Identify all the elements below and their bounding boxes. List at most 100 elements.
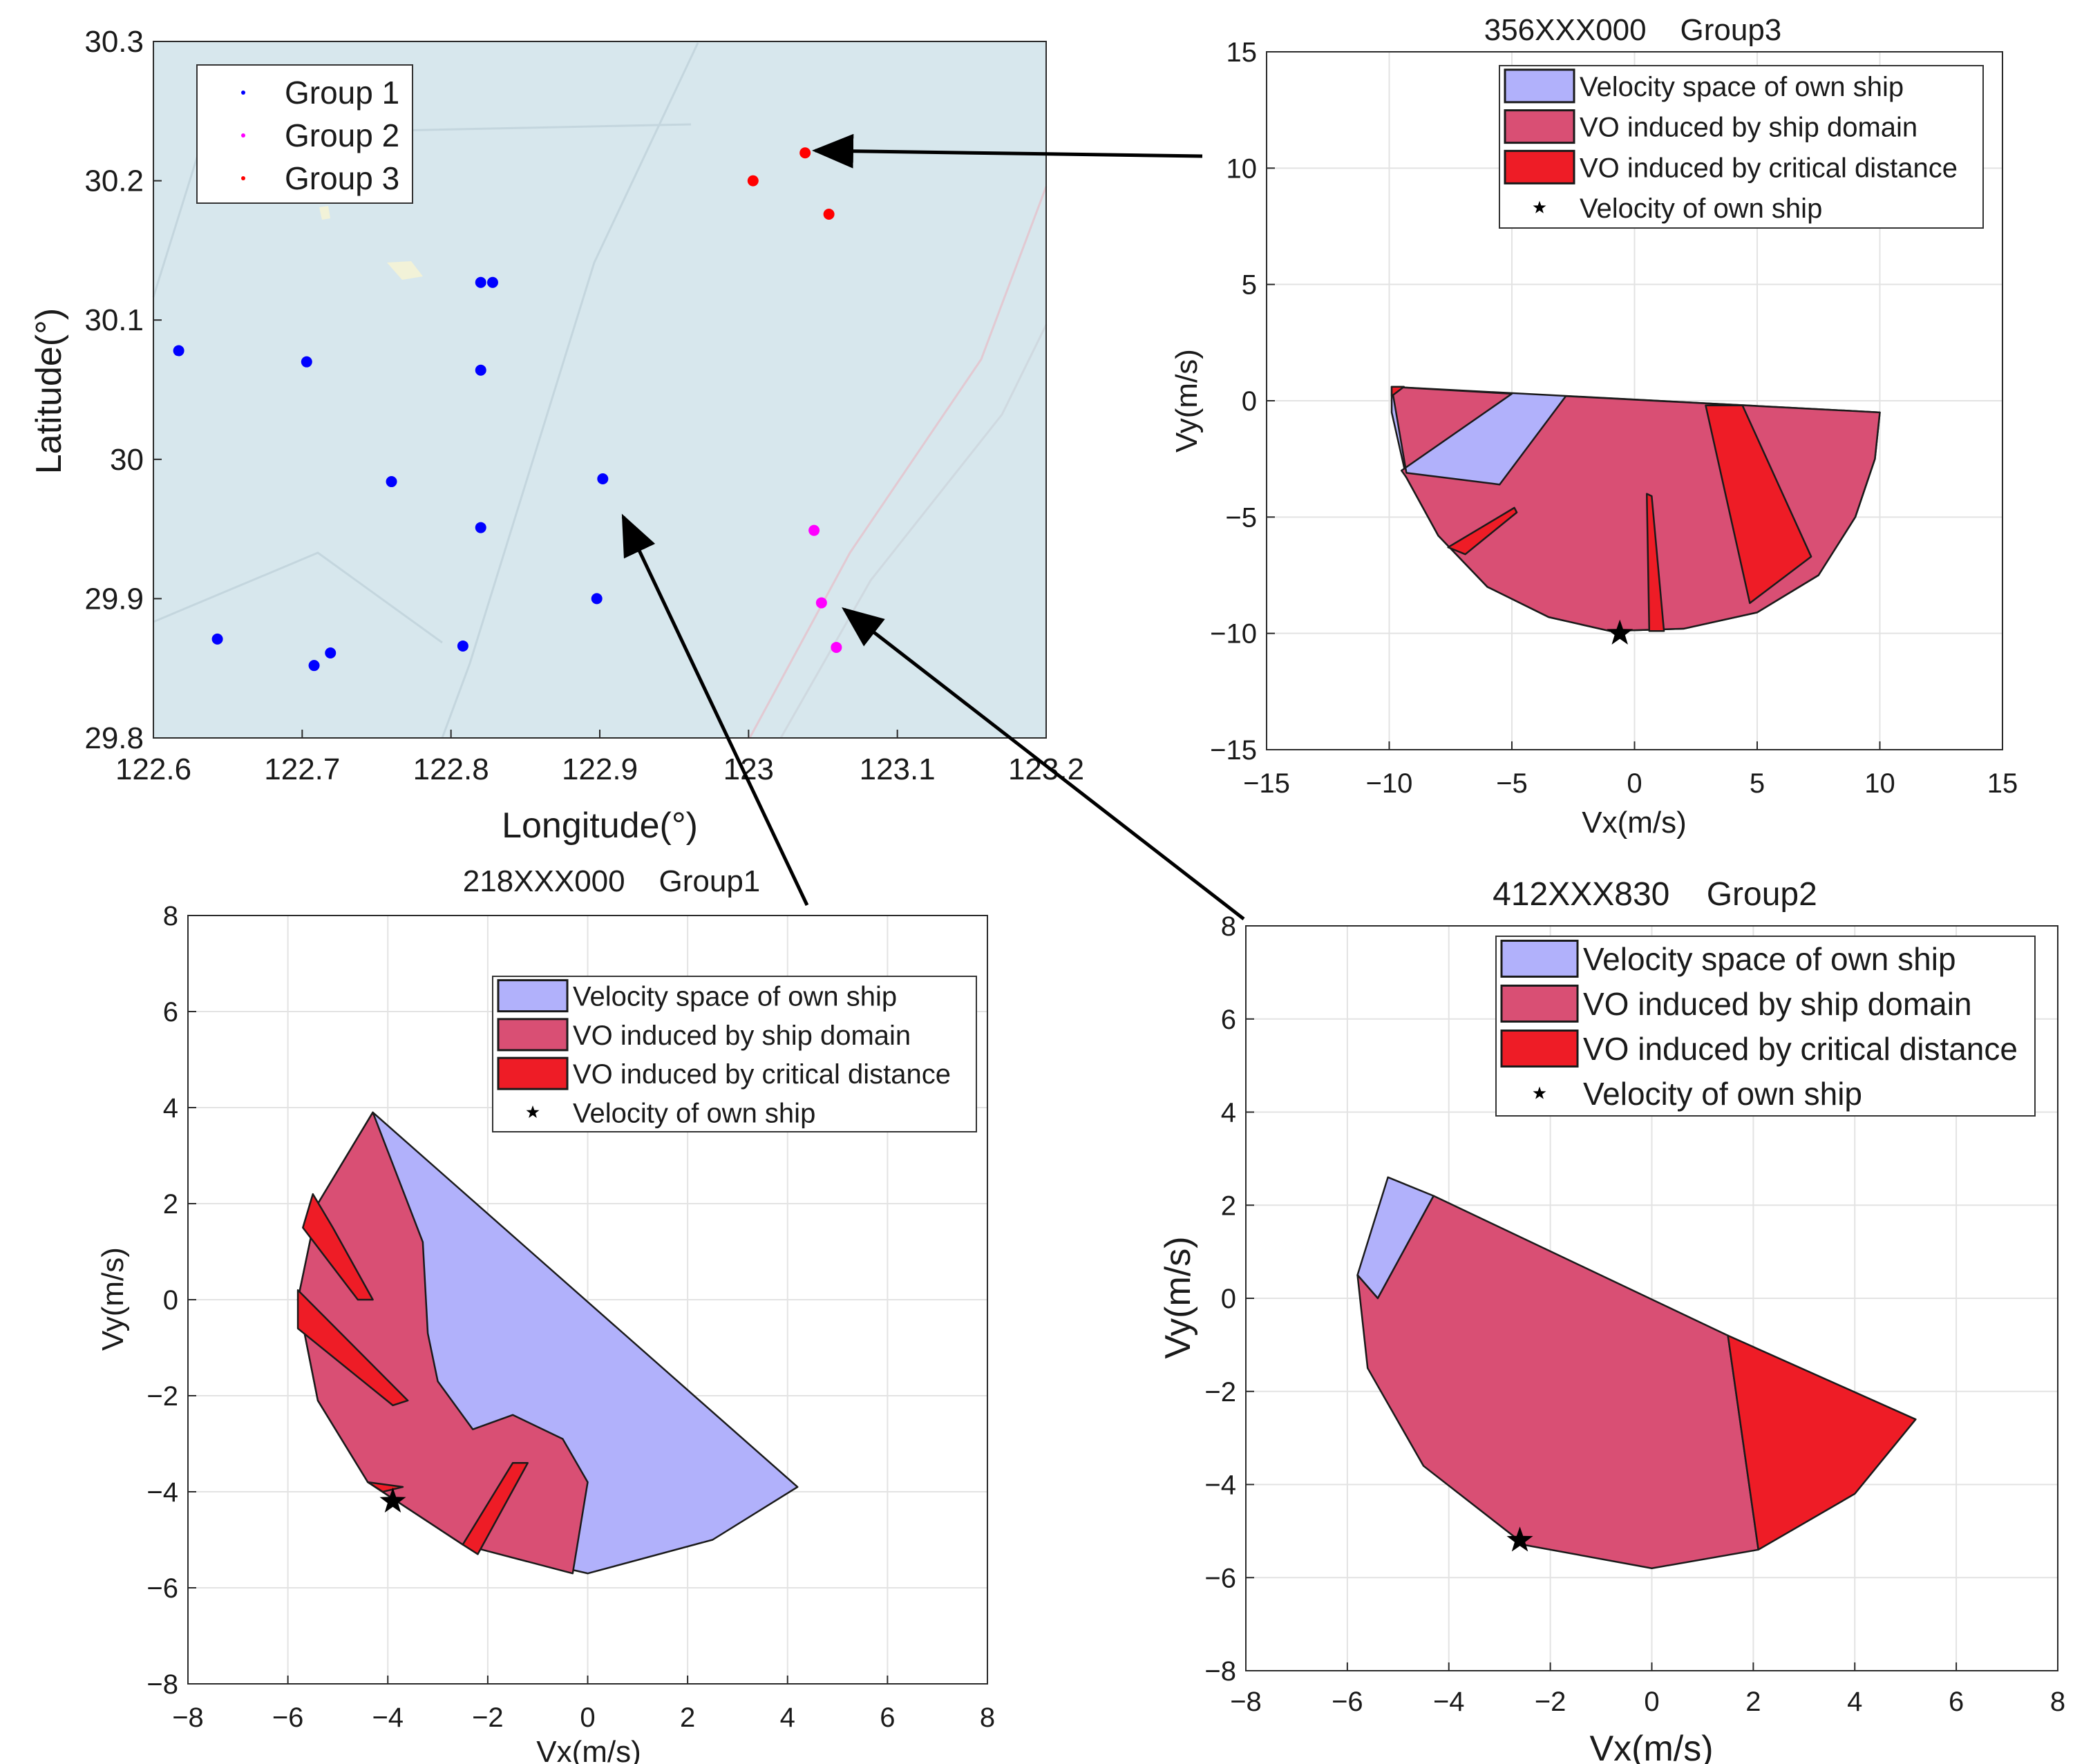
g2-legend-swatch [1500, 940, 1579, 978]
map-point-group-1 [211, 633, 223, 645]
g2-legend-label: VO induced by ship domain [1583, 986, 1972, 1022]
g1-ytick-label: 4 [163, 1093, 178, 1123]
g2-xtick-label: −2 [1535, 1687, 1566, 1717]
g1-legend-box [492, 976, 977, 1132]
g2-ytick-label: −2 [1204, 1377, 1236, 1407]
map-point-group-2 [808, 524, 820, 536]
map-point-group-1 [173, 345, 184, 357]
g1-xtick-label: −8 [172, 1703, 204, 1733]
map-legend-marker [241, 176, 245, 180]
g3-region-critical-distance-vo [1705, 404, 1812, 605]
g3-ytick-label: 15 [1227, 37, 1258, 68]
g2-ytick-label: 6 [1221, 1005, 1236, 1035]
arrow-group3 [812, 133, 1203, 169]
map-ytick-label: 30.2 [84, 164, 144, 198]
map-point-group-3 [799, 147, 811, 159]
group3-panel: −15−15 −10 −10 −5 −5 0 0 5 5 10 10 15 15 356XXX000 G… [1170, 13, 2018, 840]
g2-legend-swatch [1500, 985, 1579, 1023]
g1-xtick-label: −6 [272, 1703, 304, 1733]
map-legend-label: Group 2 [285, 117, 399, 153]
g1-legend-label: Velocity space of own ship [573, 982, 897, 1012]
g2-xtick-label: 6 [1949, 1687, 1964, 1717]
map-ytick-label: 30 [110, 443, 144, 477]
g3-ytick-label: 5 [1242, 270, 1257, 301]
g1-own-velocity-star [379, 1487, 406, 1513]
map-point-group-3 [747, 175, 759, 187]
g1-ytick-label: 2 [163, 1189, 178, 1220]
map-point-group-2 [831, 641, 842, 653]
g2-xtick-label: −4 [1433, 1687, 1465, 1717]
g2-legend-label: Velocity space of own ship [1583, 941, 1956, 977]
g3-legend-star [1533, 200, 1546, 214]
map-ytick-label: 29.8 [84, 721, 144, 755]
g2-xtick-label: 0 [1644, 1687, 1659, 1717]
g2-xtick-label: 2 [1745, 1687, 1761, 1717]
map-xtick-label: 122.6 [115, 752, 191, 786]
group3-xlabel: Vx(m/s) [1582, 806, 1687, 840]
g2-ytick-label: 2 [1221, 1191, 1236, 1221]
g2-ytick-label: −4 [1204, 1470, 1236, 1501]
map-point-group-1 [591, 593, 603, 605]
map-point-group-2 [815, 597, 827, 609]
g1-xtick-label: 6 [880, 1703, 895, 1733]
g1-region-critical-distance-vo [296, 1289, 409, 1407]
g3-legend-label: Velocity of own ship [1580, 193, 1822, 224]
group2-ylabel: Vy(m/s) [1158, 1236, 1198, 1358]
g1-legend-swatch [497, 1056, 569, 1090]
map-xtick-label: 122.9 [562, 752, 638, 786]
group2-xlabel: Vx(m/s) [1589, 1729, 1713, 1764]
g2-xtick-label: −8 [1230, 1687, 1262, 1717]
g3-legend-swatch [1504, 109, 1575, 144]
map-point-group-1 [475, 364, 486, 376]
g2-legend-label: VO induced by critical distance [1583, 1031, 2018, 1067]
g3-own-velocity-star [1607, 619, 1633, 645]
g3-ytick-label: −5 [1225, 502, 1257, 533]
g3-ytick-label: 0 [1242, 386, 1257, 417]
g1-legend-swatch [497, 1018, 569, 1052]
map-point-group-3 [823, 208, 835, 220]
g3-ytick-label: −15 [1210, 735, 1257, 766]
map-point-group-1 [597, 473, 609, 485]
g2-xtick-label: 8 [2050, 1687, 2065, 1717]
group1-panel: −8−8 −6 −6 −4 −4 −2 −2 0 0 2 2 4 4 6 6 8 8 218XXX000 Gro… [96, 864, 995, 1764]
map-xtick-label: 123.1 [860, 752, 936, 786]
map-xtick-label: 122.7 [264, 752, 340, 786]
map-ylabel: Latitude(°) [29, 308, 69, 474]
g1-ytick-label: 0 [163, 1285, 178, 1316]
group3-title: 356XXX000 Group3 [1484, 13, 1782, 47]
g1-xtick-label: 0 [580, 1703, 595, 1733]
g3-xtick-label: 10 [1864, 768, 1895, 799]
g2-ytick-label: 8 [1221, 911, 1236, 942]
g2-legend-swatch [1500, 1030, 1579, 1068]
g3-xtick-label: −10 [1366, 768, 1413, 799]
g2-ytick-label: 0 [1221, 1284, 1236, 1314]
g1-ytick-label: 6 [163, 997, 178, 1027]
group3-ylabel: Vy(m/s) [1170, 349, 1204, 453]
g2-own-velocity-star [1506, 1526, 1533, 1552]
map-xtick-label: 122.8 [413, 752, 489, 786]
arrow-group2 [842, 607, 1245, 920]
annotation-arrows [621, 133, 1245, 920]
map-ytick-label: 30.1 [84, 303, 144, 337]
g2-ytick-label: −8 [1204, 1656, 1236, 1687]
map-point-group-1 [325, 647, 337, 659]
g1-xtick-label: −2 [472, 1703, 504, 1733]
g2-legend-star [1533, 1086, 1546, 1099]
g2-legend-label: Velocity of own ship [1583, 1076, 1862, 1112]
group1-legend: Velocity space of own ship VO induced by … [492, 976, 977, 1132]
g2-xtick-label: 4 [1847, 1687, 1862, 1717]
map-panel: 122.6 122.7 122.8 122.9 123 123.1 123.2 29.829… [29, 25, 1084, 846]
group2-panel: −8−8 −6 −6 −4 −4 −2 −2 0 0 2 2 4 4 6 6 8 8 412XXX830 Gro… [1158, 876, 2065, 1764]
map-point-group-1 [308, 660, 320, 672]
group2-title: 412XXX830 Group2 [1493, 876, 1817, 913]
g2-region-critical-distance-vo [1727, 1334, 1917, 1551]
map-island-1 [387, 261, 423, 280]
g3-region-critical-distance-vo [1390, 386, 1405, 397]
map-xtick-label: 123.2 [1008, 752, 1084, 786]
g3-legend-label: VO induced by ship domain [1580, 113, 1917, 143]
g2-ytick-label: 4 [1221, 1098, 1236, 1128]
map-ytick-label: 30.3 [84, 25, 144, 59]
g1-legend-star [526, 1105, 540, 1118]
g1-legend-label: VO induced by ship domain [573, 1021, 911, 1051]
